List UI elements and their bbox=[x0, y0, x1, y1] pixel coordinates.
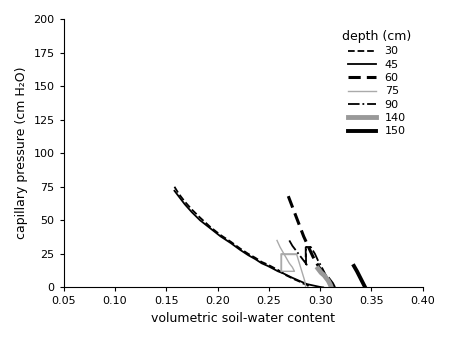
Legend: 30, 45, 60, 75, 90, 140, 150: 30, 45, 60, 75, 90, 140, 150 bbox=[337, 24, 417, 142]
Y-axis label: capillary pressure (cm H₂O): capillary pressure (cm H₂O) bbox=[15, 67, 28, 239]
X-axis label: volumetric soil-water content: volumetric soil-water content bbox=[151, 312, 335, 325]
